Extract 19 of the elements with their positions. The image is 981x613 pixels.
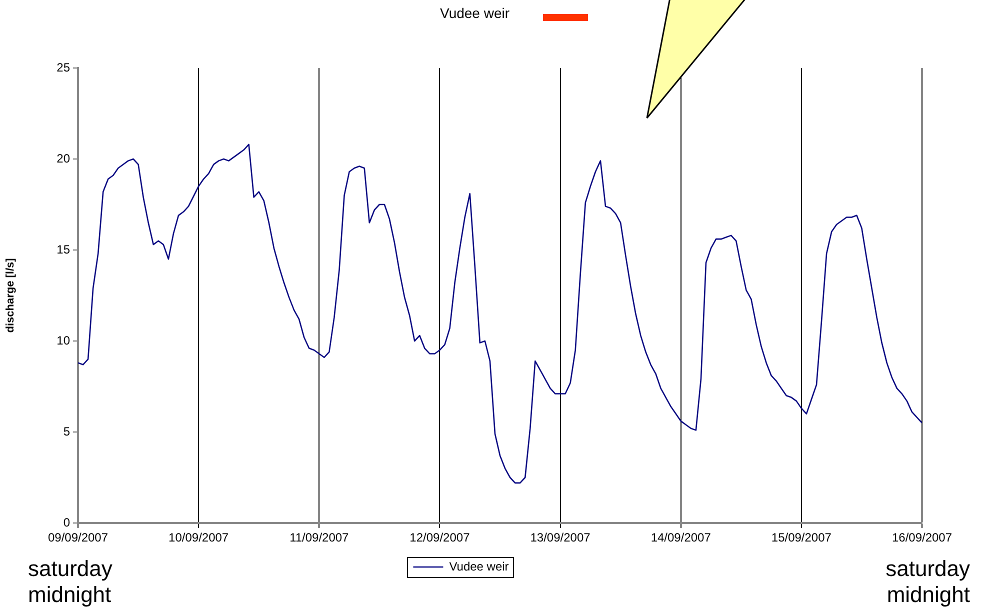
y-tick-label: 15: [56, 242, 70, 256]
y-tick-label: 10: [56, 333, 70, 348]
legend-label: Vudee weir: [449, 559, 509, 574]
text: saturday midnight: [884, 556, 970, 608]
y-tick-label: 20: [56, 151, 70, 166]
text: Vudee weir: [440, 5, 510, 21]
text: saturday midnight: [28, 556, 114, 608]
x-tick-label: 16/09/2007: [892, 530, 952, 545]
x-tick-label: 14/09/2007: [650, 530, 712, 545]
y-axis-title: discharge [l/s]: [4, 258, 17, 333]
y-tick-label: 25: [56, 60, 70, 74]
x-tick-label: 12/09/2007: [410, 530, 470, 545]
x-tick-label: 09/09/2007: [48, 530, 108, 545]
x-tick-label: 10/09/2007: [168, 530, 229, 545]
x-tick-label: 11/09/2007: [290, 530, 350, 545]
y-tick-label: 0: [63, 515, 70, 530]
y-tick-label: 5: [63, 424, 70, 438]
x-tick-label: 13/09/2007: [530, 530, 591, 545]
x-tick-label: 15/09/2007: [771, 530, 832, 545]
